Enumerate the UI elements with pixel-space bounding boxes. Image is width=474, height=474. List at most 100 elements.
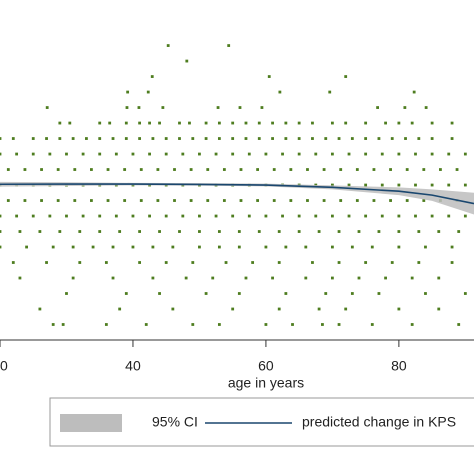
data-point <box>98 152 102 156</box>
data-point <box>91 245 95 249</box>
data-point <box>417 230 421 233</box>
data-point <box>231 152 235 156</box>
data-point <box>106 199 110 202</box>
data-point <box>18 276 22 280</box>
data-point <box>150 75 154 78</box>
data-point <box>139 199 143 202</box>
data-point <box>0 152 2 156</box>
data-point <box>322 199 326 202</box>
data-point <box>384 121 387 125</box>
data-point <box>65 152 68 156</box>
data-point <box>403 106 407 109</box>
data-point <box>15 152 19 156</box>
data-point <box>271 276 274 280</box>
data-point <box>11 261 15 264</box>
data-point <box>204 121 208 125</box>
data-point <box>118 307 122 311</box>
data-point <box>376 106 380 109</box>
data-point <box>125 106 129 109</box>
data-point <box>151 137 155 140</box>
data-point <box>414 214 417 218</box>
data-point <box>347 183 351 187</box>
data-point <box>344 75 348 78</box>
data-point <box>158 121 161 125</box>
data-point <box>463 183 467 187</box>
data-point <box>380 183 384 187</box>
data-point <box>306 199 309 202</box>
data-point <box>330 152 334 156</box>
data-point <box>257 230 261 233</box>
data-point <box>337 230 341 233</box>
data-point <box>372 199 376 202</box>
data-point <box>455 168 459 171</box>
data-point <box>311 121 314 125</box>
data-point <box>457 323 461 326</box>
data-point <box>405 168 409 171</box>
data-point <box>51 245 55 249</box>
data-point <box>324 292 328 295</box>
data-point <box>217 137 221 140</box>
data-point <box>31 137 35 140</box>
data-point <box>380 152 384 156</box>
data-point <box>306 168 309 171</box>
data-point <box>330 121 334 125</box>
data-point <box>0 137 2 140</box>
data-point <box>417 261 421 264</box>
x-axis-title: age in years <box>228 375 304 391</box>
data-point <box>272 199 276 202</box>
data-point <box>45 261 48 264</box>
data-point <box>45 137 48 140</box>
data-point <box>211 276 215 280</box>
data-point <box>350 245 354 249</box>
data-point <box>424 245 427 249</box>
data-point <box>148 152 151 156</box>
data-point <box>422 168 426 171</box>
data-point <box>244 276 248 280</box>
data-point <box>71 245 75 249</box>
data-point <box>463 214 467 218</box>
data-point <box>314 214 318 218</box>
data-point <box>437 276 441 280</box>
data-point <box>271 121 274 125</box>
legend-swatch <box>60 414 122 432</box>
data-point <box>277 261 281 264</box>
data-point <box>311 261 314 264</box>
data-point <box>227 44 231 47</box>
data-point <box>178 121 181 125</box>
data-point <box>0 230 2 233</box>
data-point <box>106 168 110 171</box>
data-point <box>260 106 264 109</box>
data-point <box>271 137 274 140</box>
data-point <box>430 183 434 187</box>
data-point <box>191 137 195 140</box>
data-point <box>198 152 201 156</box>
data-point <box>364 152 368 156</box>
data-point <box>417 137 421 140</box>
data-point <box>18 230 22 233</box>
data-point <box>181 214 185 218</box>
data-point <box>222 199 226 202</box>
data-point <box>447 214 451 218</box>
data-point <box>90 199 93 202</box>
data-point <box>430 121 434 125</box>
data-point <box>447 152 451 156</box>
data-point <box>450 261 454 264</box>
data-point <box>151 245 155 249</box>
data-point <box>158 292 161 295</box>
data-point <box>90 168 93 171</box>
data-point <box>384 276 387 280</box>
data-point <box>410 323 414 326</box>
data-point <box>56 199 60 202</box>
data-point <box>118 230 122 233</box>
data-point <box>104 261 108 264</box>
data-point <box>397 152 401 156</box>
data-point <box>389 168 392 171</box>
data-point <box>123 168 127 171</box>
data-point <box>68 121 72 125</box>
data-point <box>151 276 155 280</box>
data-point <box>344 121 348 125</box>
data-point <box>171 307 175 311</box>
data-point <box>463 292 467 295</box>
data-point <box>137 106 141 109</box>
data-point <box>330 276 334 280</box>
